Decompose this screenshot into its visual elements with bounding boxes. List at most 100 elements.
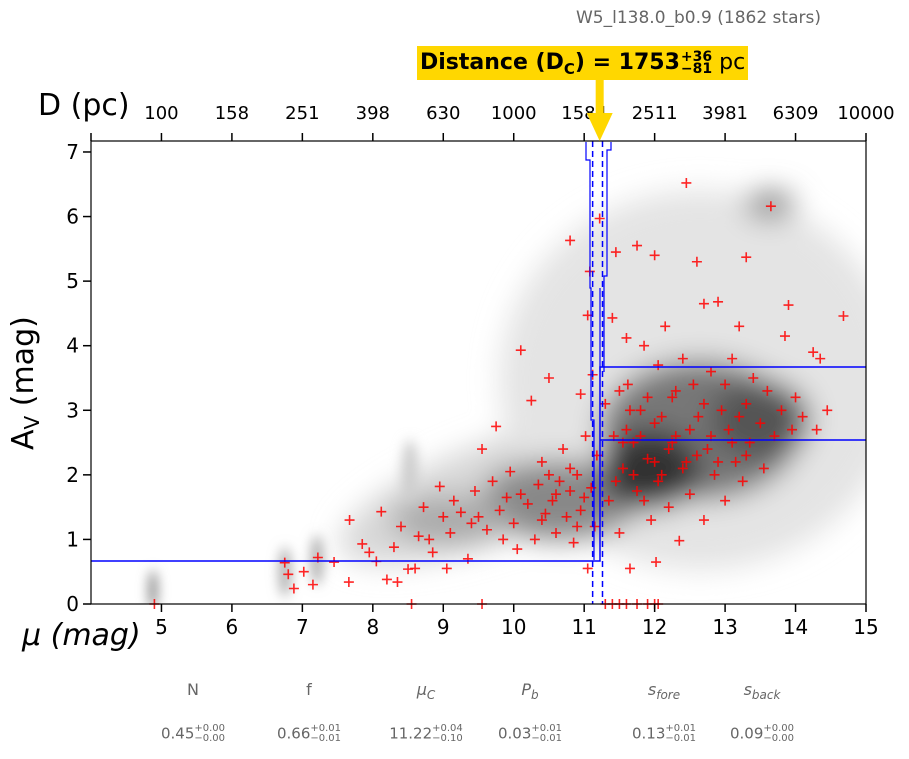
- data-point: [734, 321, 745, 332]
- param-value-text: 0.03: [497, 724, 532, 743]
- x-tick-label: 13: [712, 615, 737, 639]
- data-point: [765, 201, 776, 212]
- x-tick-label: 9: [437, 615, 450, 639]
- data-point: [427, 547, 438, 558]
- data-point: [808, 347, 819, 358]
- data-point: [748, 372, 759, 383]
- top-tick-label: 3981: [702, 103, 748, 124]
- data-point: [723, 424, 734, 435]
- param-value-text: 0.09: [729, 724, 764, 743]
- data-point: [515, 345, 526, 356]
- param-name: μC: [371, 680, 481, 702]
- data-point: [653, 360, 664, 371]
- param-symbol: P: [521, 680, 532, 699]
- data-point: [624, 563, 635, 574]
- x-tick-label: 10: [501, 615, 526, 639]
- y-tick-label: 1: [66, 527, 79, 551]
- data-point: [298, 566, 309, 577]
- data-point: [441, 563, 452, 574]
- y-tick-label: 3: [66, 398, 79, 422]
- data-point: [698, 515, 709, 526]
- data-point: [646, 515, 657, 526]
- data-point: [580, 431, 591, 442]
- distance-unit: pc: [719, 50, 746, 75]
- data-point: [614, 527, 625, 538]
- data-point: [565, 463, 576, 474]
- data-point: [614, 385, 625, 396]
- data-point: [624, 405, 635, 416]
- data-point: [487, 476, 498, 487]
- param-errors: +0.00 −0.00: [763, 724, 794, 744]
- data-point: [547, 495, 558, 506]
- x-tick-label: 12: [642, 615, 667, 639]
- plot-frame: [90, 140, 867, 605]
- param-subscript: back: [751, 688, 781, 702]
- data-point: [797, 411, 808, 422]
- data-point: [776, 405, 787, 416]
- y-tick-label: 2: [66, 463, 79, 487]
- data-point: [635, 405, 646, 416]
- data-point: [491, 421, 502, 432]
- data-point: [677, 463, 688, 474]
- data-point: [381, 574, 392, 585]
- top-tick-label: 158: [215, 103, 249, 124]
- data-point: [651, 557, 662, 568]
- data-point: [388, 542, 399, 553]
- data-point: [617, 437, 628, 448]
- distance-label: Distance (D: [420, 50, 564, 75]
- data-point: [283, 569, 294, 580]
- data-point: [445, 527, 456, 538]
- data-point: [670, 385, 681, 396]
- data-point: [642, 453, 653, 464]
- model-lines: [91, 141, 866, 604]
- data-point: [744, 437, 755, 448]
- data-point: [737, 476, 748, 487]
- data-point: [477, 444, 488, 455]
- y-tick-label: 4: [66, 334, 79, 358]
- data-point: [329, 557, 340, 568]
- data-point: [582, 563, 593, 574]
- distance-annotation: Distance (DC) = 1753 +36 −81 pc: [417, 46, 749, 80]
- param-errors: +0.01 −0.01: [665, 724, 696, 744]
- param-symbol: N: [187, 680, 199, 699]
- data-point: [681, 456, 692, 467]
- data-point: [693, 411, 704, 422]
- data-point: [529, 534, 540, 545]
- data-point: [554, 476, 565, 487]
- data-point: [603, 495, 614, 506]
- param-symbol: μ: [416, 680, 427, 699]
- data-point: [543, 372, 554, 383]
- data-point: [713, 456, 724, 467]
- data-point: [572, 521, 583, 532]
- x-tick-label: 6: [226, 615, 239, 639]
- x-tick-label: 15: [853, 615, 878, 639]
- param-error: +0.00: [194, 723, 226, 734]
- param-errors: +0.00 −0.00: [194, 724, 225, 744]
- param-symbol: f: [306, 680, 312, 699]
- data-point: [730, 456, 741, 467]
- param-subscript: fore: [656, 688, 681, 702]
- data-point: [783, 300, 794, 311]
- data-point: [698, 398, 709, 409]
- param-errors: +0.01 −0.01: [310, 724, 341, 744]
- data-point: [706, 366, 716, 377]
- param-value: 0.09 +0.00 −0.00: [707, 724, 817, 744]
- top-tick-label: 251: [285, 103, 319, 124]
- data-point: [790, 392, 801, 403]
- x-axis-label-text: μ (mag): [22, 618, 141, 653]
- data-point: [621, 332, 632, 343]
- data-point: [540, 508, 551, 519]
- data-point: [543, 469, 554, 480]
- data-point: [448, 495, 459, 506]
- data-point: [610, 476, 621, 487]
- param-symbol: s: [647, 680, 657, 699]
- data-point: [621, 424, 632, 435]
- param-value: 0.03 +0.01 −0.01: [475, 724, 585, 744]
- data-point: [691, 450, 702, 461]
- y-tick-label: 5: [66, 269, 79, 293]
- param-name: sback: [707, 680, 817, 702]
- data-point: [741, 398, 752, 409]
- data-point: [681, 177, 692, 188]
- data-point: [656, 469, 667, 480]
